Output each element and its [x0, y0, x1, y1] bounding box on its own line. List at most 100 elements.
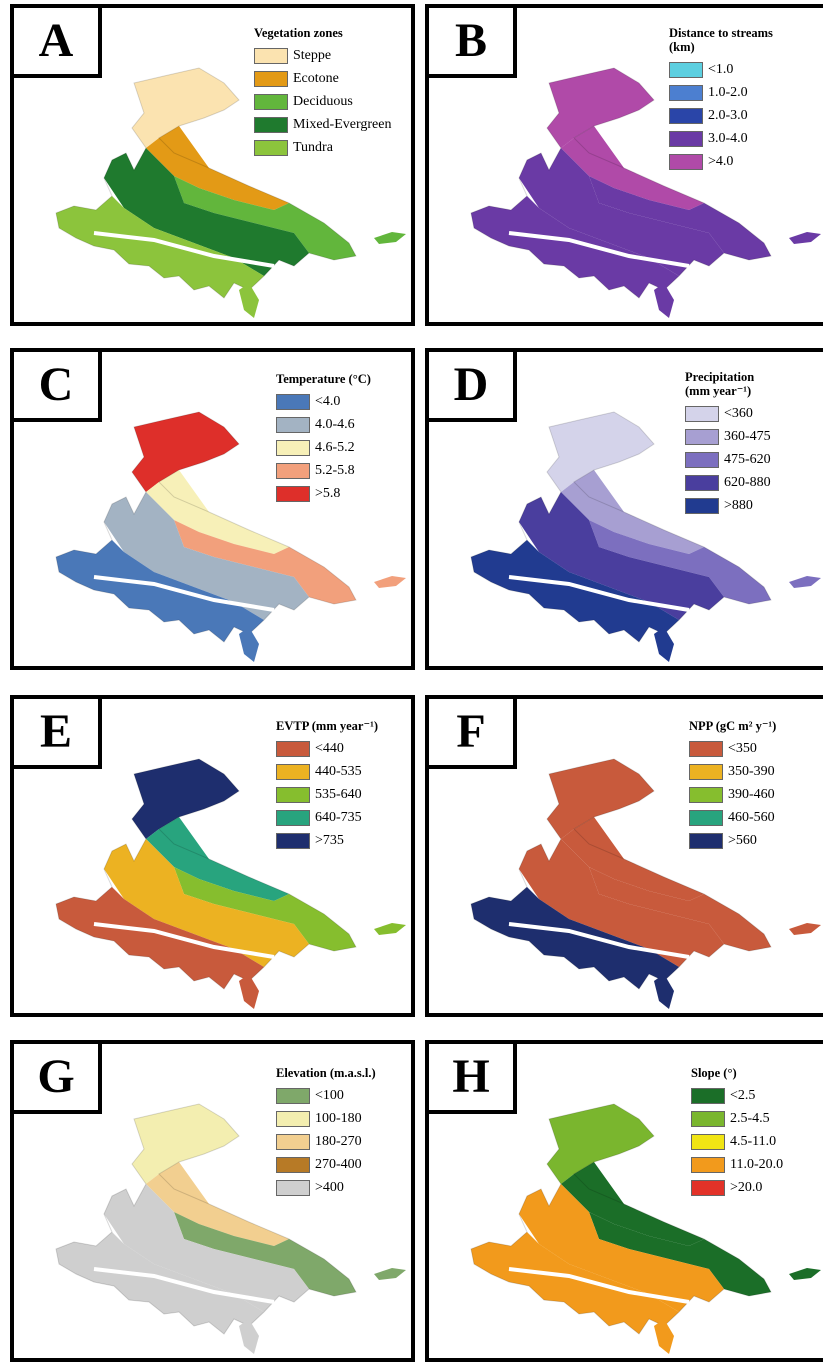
legend-label: <440 — [315, 740, 344, 756]
legend-swatch — [691, 1087, 725, 1104]
legend-label: 4.5-11.0 — [730, 1133, 777, 1149]
panel-letter: H — [429, 1044, 517, 1114]
legend-swatch — [669, 107, 703, 124]
map-region — [561, 817, 704, 901]
legend-item: >400 — [276, 1176, 376, 1199]
legend-item: 270-400 — [276, 1153, 376, 1176]
legend-item: 4.0-4.6 — [276, 413, 371, 436]
map-region — [547, 759, 654, 839]
coastline — [55, 1103, 357, 1335]
landmass-group — [470, 758, 821, 1009]
panel-letter: F — [429, 699, 517, 769]
legend-swatch — [669, 61, 703, 78]
legend-items: <100 100-180 180-270 270-400 >400 — [276, 1084, 376, 1199]
temperature-map — [55, 411, 406, 662]
landmass-group — [55, 1103, 406, 1354]
islet — [374, 576, 406, 588]
legend-item: Steppe — [254, 44, 391, 67]
landmass-group — [55, 411, 406, 662]
legend-label: <1.0 — [708, 61, 734, 77]
legend-item: 475-620 — [685, 448, 771, 471]
legend-swatch — [689, 763, 723, 780]
legend-title: Elevation (m.a.s.l.) — [276, 1066, 376, 1080]
map-region — [104, 1184, 309, 1312]
map-region — [146, 1162, 289, 1246]
legend-label: 100-180 — [315, 1110, 362, 1126]
landmass-group — [470, 411, 821, 662]
map-region — [471, 540, 679, 642]
legend-swatch — [691, 1110, 725, 1127]
channel — [508, 231, 690, 268]
map-region — [519, 492, 724, 620]
legend-items: <350 350-390 390-460 460-560 >560 — [689, 737, 776, 852]
map-region — [589, 520, 771, 604]
legend-label: 390-460 — [728, 786, 775, 802]
map-region — [132, 68, 239, 148]
legend-label: >560 — [728, 832, 757, 848]
map-region — [146, 817, 289, 901]
legend-label: 460-560 — [728, 809, 775, 825]
legend-title: Temperature (°C) — [276, 372, 371, 386]
map-region — [547, 68, 654, 148]
southern-islands — [239, 627, 259, 662]
panel-letter: B — [429, 8, 517, 78]
legend-swatch — [689, 740, 723, 757]
channel — [93, 575, 275, 612]
southern-islands — [654, 1319, 674, 1354]
map-region — [471, 1232, 679, 1334]
legend-item: 1.0-2.0 — [669, 81, 773, 104]
southern-islands — [239, 974, 259, 1009]
legend: Vegetation zones Steppe Ecotone Deciduous M… — [254, 26, 391, 159]
legend-item: <350 — [689, 737, 776, 760]
coastline — [470, 411, 772, 643]
panel-letter: A — [14, 8, 102, 78]
legend-item: 2.5-4.5 — [691, 1107, 783, 1130]
map-region — [547, 1104, 654, 1184]
map-region — [132, 1104, 239, 1184]
panel-letter: D — [429, 352, 517, 422]
legend-title: Precipitation — [685, 370, 755, 384]
legend-item: >735 — [276, 829, 378, 852]
legend-swatch — [669, 84, 703, 101]
legend-label: >400 — [315, 1179, 344, 1195]
map-region — [174, 520, 356, 604]
legend-swatch — [689, 809, 723, 826]
legend-label: Mixed-Evergreen — [293, 116, 392, 132]
map-region — [547, 412, 654, 492]
legend-label: <4.0 — [315, 393, 341, 409]
legend-item: 460-560 — [689, 806, 776, 829]
legend-label: 1.0-2.0 — [708, 84, 748, 100]
legend-swatch — [276, 740, 310, 757]
legend-items: <2.5 2.5-4.5 4.5-11.0 11.0-20.0 >20.0 — [691, 1084, 783, 1199]
legend-label: >20.0 — [730, 1179, 763, 1195]
legend-item: 100-180 — [276, 1107, 376, 1130]
legend-label: 620-880 — [724, 474, 771, 490]
coastline — [470, 67, 772, 299]
islet — [374, 1268, 406, 1280]
legend-label: 640-735 — [315, 809, 362, 825]
legend-swatch — [685, 405, 719, 422]
map-region — [561, 470, 704, 554]
legend-item: 535-640 — [276, 783, 378, 806]
panel-letter: E — [14, 699, 102, 769]
map-region — [471, 196, 679, 298]
panel-d: D Precipitation (mm year⁻¹) <360 360-475 4… — [425, 348, 823, 670]
legend-swatch — [689, 832, 723, 849]
legend-label: >5.8 — [315, 485, 341, 501]
panel-f: F NPP (gC m² y⁻¹) <350 350-390 390-460 460-… — [425, 695, 823, 1017]
legend-item: 4.5-11.0 — [691, 1130, 783, 1153]
legend-label: Ecotone — [293, 70, 339, 86]
legend-label: 475-620 — [724, 451, 771, 467]
map-region — [132, 412, 239, 492]
landmass-group — [55, 67, 406, 318]
southern-islands — [654, 974, 674, 1009]
legend-items: <4.0 4.0-4.6 4.6-5.2 5.2-5.8 >5.8 — [276, 390, 371, 505]
map-region — [174, 867, 356, 951]
legend-title: Vegetation zones — [254, 26, 343, 40]
coastline — [55, 758, 357, 990]
legend-label: 2.0-3.0 — [708, 107, 748, 123]
channel — [508, 922, 690, 959]
legend-label: 440-535 — [315, 763, 362, 779]
legend-swatch — [276, 1087, 310, 1104]
map-region — [519, 1184, 724, 1312]
